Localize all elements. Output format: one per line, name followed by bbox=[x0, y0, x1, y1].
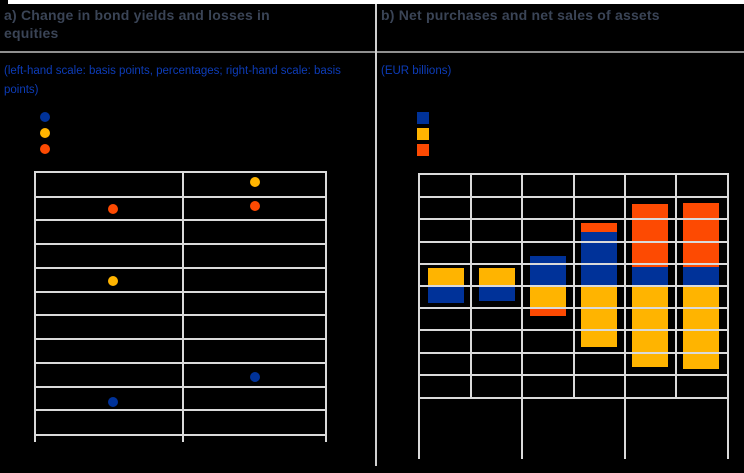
data-point bbox=[107, 396, 118, 407]
bar-segment bbox=[529, 286, 566, 308]
gridline-vertical bbox=[521, 175, 524, 397]
legend-marker-circle bbox=[40, 112, 50, 122]
panel-a-axis-tick bbox=[325, 436, 327, 442]
panel-a-axis-tick bbox=[34, 436, 36, 442]
panel-a-axis-tick bbox=[182, 436, 184, 442]
data-point bbox=[107, 276, 118, 287]
gridline-vertical bbox=[470, 175, 473, 397]
data-point bbox=[250, 177, 261, 188]
bar-segment bbox=[478, 268, 515, 286]
bar-segment bbox=[632, 266, 669, 286]
legend-marker-circle bbox=[40, 128, 50, 138]
panel-a-plot-area bbox=[34, 171, 327, 436]
bar-segment bbox=[529, 255, 566, 286]
gridline-horizontal bbox=[36, 243, 325, 246]
panel-b-group-separator bbox=[727, 399, 729, 459]
gridline-horizontal bbox=[36, 361, 325, 364]
panel-a-legend bbox=[40, 112, 50, 154]
panel-a-subtitle: (left-hand scale: basis points, percenta… bbox=[4, 65, 341, 96]
panel-b-group-separator bbox=[624, 399, 626, 459]
gridline-horizontal bbox=[36, 338, 325, 341]
data-point bbox=[250, 201, 261, 212]
panel-b-title-separator bbox=[377, 51, 744, 53]
data-point bbox=[250, 372, 261, 383]
legend-marker-square bbox=[417, 112, 429, 124]
panel-divider bbox=[375, 4, 377, 466]
panel-b-subtitle: (EUR billions) bbox=[381, 65, 452, 77]
bar-segment bbox=[581, 286, 618, 348]
panel-b-plot-area bbox=[418, 173, 729, 399]
gridline-vertical bbox=[182, 173, 185, 434]
gridline-vertical bbox=[572, 175, 575, 397]
bar-segment bbox=[478, 286, 515, 302]
gridline-horizontal bbox=[36, 195, 325, 198]
bar-segment bbox=[427, 268, 464, 286]
bar-segment bbox=[683, 286, 720, 370]
panel-b-group-separator bbox=[418, 399, 420, 459]
top-border-line bbox=[0, 0, 744, 4]
panel-b-group-separator bbox=[521, 399, 523, 459]
gridline-horizontal bbox=[36, 290, 325, 293]
top-left-notch bbox=[0, 0, 8, 5]
gridline-horizontal bbox=[36, 266, 325, 269]
legend-marker-square bbox=[417, 144, 429, 156]
panel-b-title: b) Net purchases and net sales of assets bbox=[381, 7, 660, 23]
gridline-horizontal bbox=[36, 314, 325, 317]
panel-b-legend bbox=[417, 112, 429, 156]
bar-segment bbox=[529, 307, 566, 317]
gridline-horizontal bbox=[36, 219, 325, 222]
bar-segment bbox=[632, 286, 669, 368]
data-point bbox=[107, 203, 118, 214]
gridline-vertical bbox=[623, 175, 626, 397]
bar-segment bbox=[427, 286, 464, 304]
panel-a-title: a) Change in bond yields and losses in e… bbox=[4, 7, 270, 41]
panel-a-title-separator bbox=[0, 51, 375, 53]
legend-marker-circle bbox=[40, 144, 50, 154]
gridline-horizontal bbox=[36, 385, 325, 388]
bar-segment bbox=[683, 202, 720, 267]
bar-segment bbox=[632, 204, 669, 267]
gridline-vertical bbox=[674, 175, 677, 397]
gridline-horizontal bbox=[36, 409, 325, 412]
bar-segment bbox=[683, 266, 720, 286]
legend-marker-square bbox=[417, 128, 429, 140]
bar-segment bbox=[581, 222, 618, 233]
